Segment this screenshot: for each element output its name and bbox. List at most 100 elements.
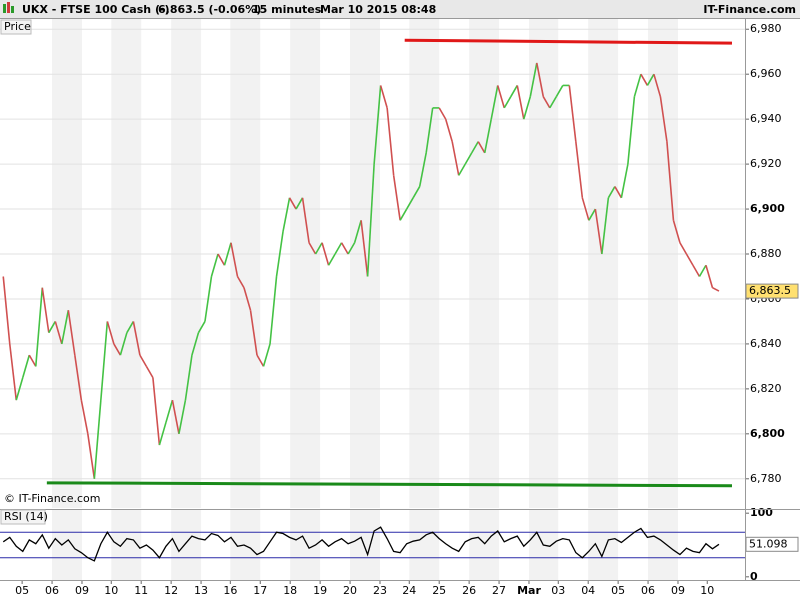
x-tick-label: 05 <box>611 584 625 597</box>
price-segment <box>555 85 564 98</box>
x-tick-label: 20 <box>343 584 357 597</box>
day-stripe <box>350 510 380 580</box>
day-stripe <box>409 18 440 508</box>
price-segment <box>601 197 610 255</box>
y-tick-label: 6,820 <box>750 382 782 395</box>
timestamp: Mar 10 2015 08:48 <box>320 3 436 16</box>
price-segment <box>308 242 317 255</box>
day-stripe <box>171 18 202 508</box>
price-segment <box>93 400 102 479</box>
label-box <box>0 509 46 525</box>
price-segment <box>549 96 558 109</box>
price-segment <box>132 321 141 356</box>
price-segment <box>627 96 636 165</box>
price-segment <box>360 220 369 277</box>
price-segment <box>74 355 83 401</box>
price-segment <box>640 73 649 86</box>
price-segment <box>536 62 545 97</box>
price-segment <box>256 354 265 367</box>
x-tick-label: 16 <box>223 584 237 597</box>
x-tick-label: 06 <box>45 584 59 597</box>
price-segment <box>692 264 701 277</box>
x-tick-label: 12 <box>164 584 178 597</box>
x-tick-label: 24 <box>402 584 416 597</box>
label-box <box>0 19 32 35</box>
price-segment <box>295 197 304 210</box>
price-segment <box>191 332 200 356</box>
price-segment <box>34 287 44 367</box>
price-segment <box>61 310 70 345</box>
header-bar <box>0 0 800 18</box>
price-segment <box>321 242 330 266</box>
icon <box>3 4 6 13</box>
y-tick-label: 6,960 <box>750 67 782 80</box>
price-segment <box>48 321 56 334</box>
price-segment <box>516 85 525 120</box>
day-stripe <box>111 510 142 580</box>
price-segment <box>679 242 688 255</box>
price-segment <box>438 107 447 120</box>
price-segment <box>165 399 174 423</box>
price-segment <box>145 365 154 379</box>
price-segment <box>666 141 675 221</box>
price-segment <box>712 287 720 292</box>
x-tick-label: 26 <box>462 584 476 597</box>
day-stripe <box>648 510 678 580</box>
price-segment <box>672 220 681 243</box>
price-segment <box>379 85 388 109</box>
price-segment <box>399 208 408 221</box>
y-tick-label: 6,840 <box>750 337 782 350</box>
icon <box>7 2 10 13</box>
day-stripe <box>350 18 380 508</box>
price-segment <box>412 186 421 199</box>
y-tick-label: 6,940 <box>750 112 782 125</box>
y-tick-label: 100 <box>750 506 773 519</box>
interval: 15 minutes <box>252 3 322 16</box>
day-stripe <box>52 510 82 580</box>
title: UKX - FTSE 100 Cash (-) <box>22 3 170 16</box>
last-value-label: 51.098 <box>749 537 788 550</box>
price-segment <box>347 242 356 255</box>
day-stripe <box>528 18 559 508</box>
trendline <box>404 38 733 45</box>
day-stripe <box>409 510 440 580</box>
last-value-label: 6,863.5 <box>749 284 791 297</box>
price-segment <box>236 276 245 289</box>
plot: 6,7806,8006,8206,8406,8606,8806,9006,920… <box>0 22 799 597</box>
price-segment <box>633 73 642 97</box>
price-segment <box>2 276 11 344</box>
price-segment <box>418 152 427 187</box>
price-segment <box>483 118 493 154</box>
copyright: © IT-Finance.com <box>4 492 101 505</box>
price-segment <box>685 253 694 266</box>
price-segment <box>392 175 401 221</box>
price-segment <box>451 141 460 176</box>
price-segment <box>126 321 135 334</box>
price-segment <box>223 242 232 266</box>
price-segment <box>458 163 466 176</box>
price-segment <box>288 197 297 210</box>
price-segment <box>496 85 506 109</box>
rsi-line <box>2 526 720 562</box>
price-segment <box>353 220 362 243</box>
x-tick-label: 13 <box>194 584 208 597</box>
y-tick-label: 6,900 <box>750 202 785 215</box>
price-segment <box>575 141 584 198</box>
price-segment <box>249 310 258 356</box>
price-segment <box>314 242 323 255</box>
price-segment <box>269 276 278 344</box>
x-tick-label: 25 <box>432 584 446 597</box>
price-segment <box>327 253 336 266</box>
y-tick-label: 6,800 <box>750 427 785 440</box>
price-segment <box>698 264 707 277</box>
x-tick-label: 18 <box>283 584 297 597</box>
price-segment <box>28 354 37 367</box>
price-segment <box>705 265 714 288</box>
panel-title: RSI (14) <box>4 510 48 523</box>
price-segment <box>152 377 161 446</box>
trendline <box>46 481 732 488</box>
panel-title: Price <box>4 20 31 33</box>
day-stripe <box>469 510 500 580</box>
price-segment <box>262 343 271 367</box>
